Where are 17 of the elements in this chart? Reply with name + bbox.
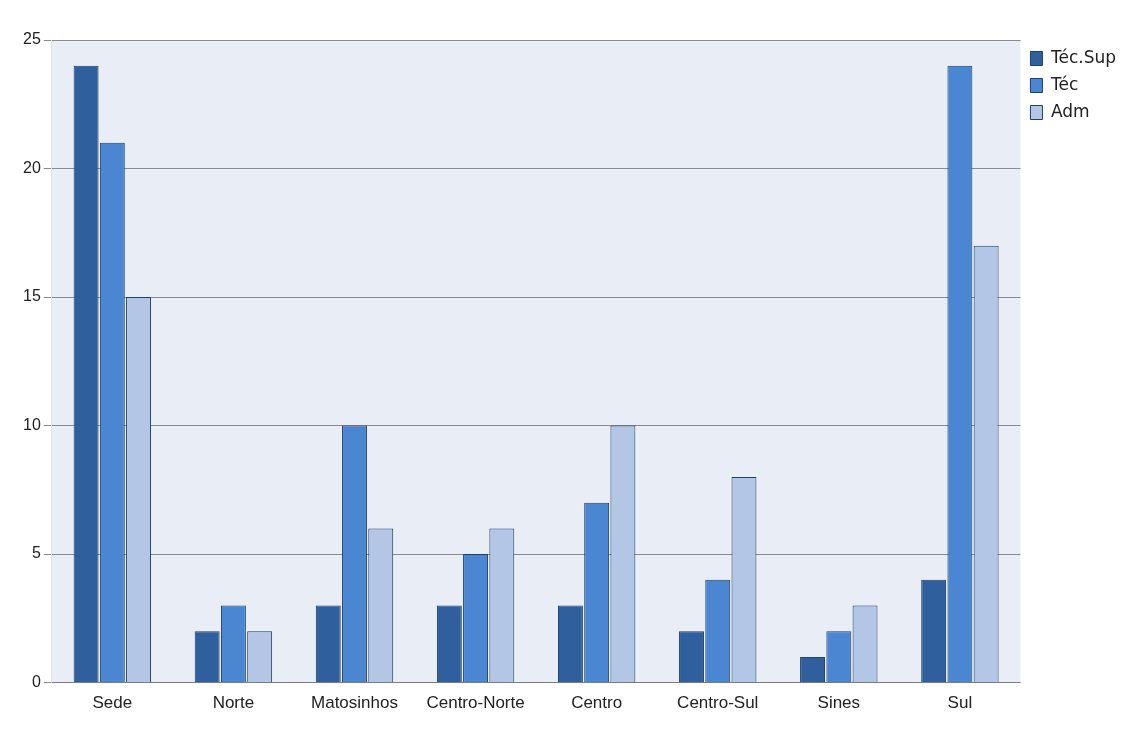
y-tick-label: 5 bbox=[31, 544, 41, 562]
x-tick-label: Centro-Norte bbox=[426, 693, 525, 713]
legend-label: Téc bbox=[1049, 73, 1079, 94]
x-tick-label: Sul bbox=[947, 693, 973, 713]
legend-label: Téc.Sup bbox=[1049, 46, 1116, 67]
x-tick-label: Norte bbox=[212, 693, 255, 713]
x-tick-label: Matosinhos bbox=[311, 693, 398, 713]
x-tick-label: Sede bbox=[92, 693, 133, 713]
y-tick-label: 15 bbox=[23, 287, 41, 305]
x-tick-label: Centro bbox=[571, 693, 623, 713]
y-tick-label: 25 bbox=[23, 30, 41, 48]
x-tick-label: Centro-Sul bbox=[677, 693, 759, 713]
y-tick-label: 20 bbox=[23, 158, 41, 176]
y-tick-label: 10 bbox=[23, 415, 41, 433]
legend-label: Adm bbox=[1050, 100, 1090, 121]
x-tick-label: Sines bbox=[817, 693, 861, 713]
y-tick-label: 0 bbox=[31, 673, 41, 691]
